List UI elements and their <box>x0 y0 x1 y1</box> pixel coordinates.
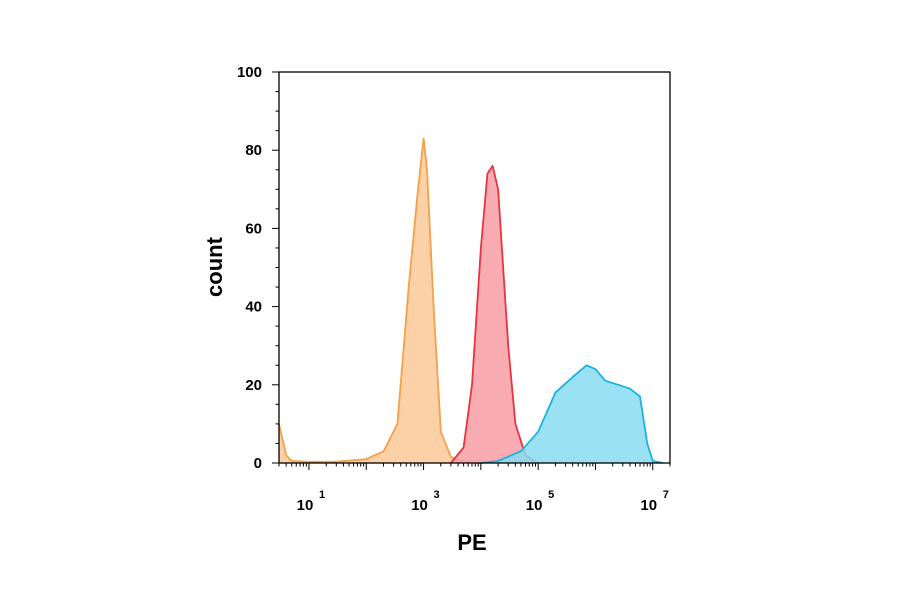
x-tick-label: 10 <box>411 497 428 514</box>
y-tick-label: 60 <box>245 220 262 237</box>
x-tick-label-exponent: 3 <box>434 489 440 501</box>
series-2-fill <box>450 165 539 464</box>
series-3-fill <box>480 365 663 463</box>
x-tick-label-exponent: 5 <box>548 489 554 501</box>
series-2-line <box>450 164 539 464</box>
y-axis-title: count <box>202 236 227 297</box>
y-tick-label: 40 <box>245 299 262 316</box>
x-axis: 10 1 10 3 10 5 10 7 <box>278 463 671 514</box>
series-layer <box>278 137 663 464</box>
x-tick-label: 10 <box>526 497 543 514</box>
y-tick-label: 80 <box>245 142 262 159</box>
y-tick-label: 100 <box>237 64 262 81</box>
series-1-fill <box>279 138 481 463</box>
x-tick-label-exponent: 7 <box>663 489 669 501</box>
y-axis: 0 20 40 60 80 100 <box>237 64 279 472</box>
x-tick-label-exponent: 1 <box>319 489 325 501</box>
series-3-line <box>480 364 663 464</box>
x-axis-title: PE <box>457 530 486 555</box>
x-tick-label: 10 <box>640 497 657 514</box>
x-tick-label: 10 <box>297 497 314 514</box>
y-tick-label: 0 <box>254 455 262 472</box>
y-tick-label: 20 <box>245 377 262 394</box>
series-1-line <box>278 137 481 464</box>
